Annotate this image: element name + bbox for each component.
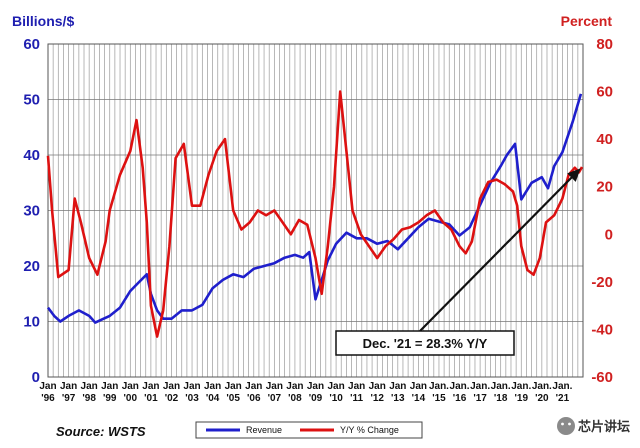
annotation-box bbox=[335, 330, 515, 356]
left-tick-label: 10 bbox=[23, 314, 40, 331]
x-tick-label-month: Jan bbox=[225, 381, 242, 392]
left-tick-label: 30 bbox=[23, 203, 40, 220]
x-tick-label-year: '00 bbox=[124, 393, 138, 404]
wechat-icon-eye bbox=[568, 422, 571, 426]
x-tick-label-year: '99 bbox=[103, 393, 117, 404]
x-tick-label-year: '04 bbox=[206, 393, 220, 404]
x-tick-label-month: Jan bbox=[81, 381, 98, 392]
x-tick-label-month: Jan. bbox=[450, 381, 470, 392]
x-axis-ticks: Jan'96Jan'97Jan'98Jan'99Jan'00Jan'01Jan'… bbox=[39, 381, 572, 404]
wechat-icon-eye bbox=[561, 422, 564, 426]
x-tick-label-year: '14 bbox=[412, 393, 426, 404]
x-tick-label-month: Jan bbox=[369, 381, 386, 392]
x-tick-label-month: Jan bbox=[183, 381, 200, 392]
right-tick-label: 80 bbox=[596, 36, 613, 53]
x-tick-label-year: '13 bbox=[391, 393, 405, 404]
x-tick-label-year: '10 bbox=[329, 393, 343, 404]
right-axis-ticks: -60 -40 -20 0 20 40 60 80 bbox=[591, 36, 613, 386]
x-tick-label-month: Jan bbox=[389, 381, 406, 392]
x-tick-label-year: '97 bbox=[62, 393, 76, 404]
right-tick-label: 20 bbox=[596, 179, 613, 196]
left-axis-title: Billions/$ bbox=[12, 13, 74, 29]
right-tick-label: 60 bbox=[596, 84, 613, 101]
annotation: Dec. '21 = 28.3% Y/Y bbox=[335, 168, 581, 356]
legend-label-revenue: Revenue bbox=[246, 425, 282, 435]
x-tick-label-year: '03 bbox=[185, 393, 199, 404]
x-tick-label-year: '11 bbox=[350, 393, 363, 404]
x-tick-label-month: Jan bbox=[60, 381, 77, 392]
x-tick-label-year: '09 bbox=[309, 393, 323, 404]
right-tick-label: -20 bbox=[591, 274, 613, 291]
x-tick-label-month: Jan bbox=[204, 381, 221, 392]
annotation-text: Dec. '21 = 28.3% Y/Y bbox=[363, 336, 488, 351]
x-tick-label-year: '96 bbox=[41, 393, 55, 404]
source-note: Source: WSTS bbox=[56, 424, 146, 439]
right-tick-label: 0 bbox=[605, 226, 613, 243]
x-tick-label-year: '05 bbox=[226, 393, 240, 404]
x-tick-label-month: Jan bbox=[307, 381, 324, 392]
x-tick-label-year: '21 bbox=[556, 393, 570, 404]
left-tick-label: 60 bbox=[23, 36, 40, 53]
x-tick-label-month: Jan bbox=[410, 381, 427, 392]
x-tick-label-month: Jan bbox=[163, 381, 180, 392]
legend-label-yoy-change: Y/Y % Change bbox=[340, 425, 399, 435]
left-tick-label: 50 bbox=[23, 92, 40, 109]
x-tick-label-year: '17 bbox=[473, 393, 487, 404]
x-tick-label-year: '12 bbox=[370, 393, 384, 404]
x-tick-label-month: Jan bbox=[142, 381, 159, 392]
x-tick-label-year: '20 bbox=[535, 393, 549, 404]
x-tick-label-year: '15 bbox=[432, 393, 446, 404]
right-tick-label: -40 bbox=[591, 321, 613, 338]
revenue-series-line bbox=[46, 93, 583, 324]
x-tick-label-month: Jan. bbox=[552, 381, 572, 392]
wechat-icon bbox=[557, 417, 575, 435]
left-axis-ticks: 0 10 20 30 40 50 60 bbox=[23, 36, 40, 386]
x-tick-label-month: Jan bbox=[286, 381, 303, 392]
x-tick-label-month: Jan bbox=[348, 381, 365, 392]
x-tick-label-month: Jan bbox=[39, 381, 56, 392]
x-tick-label-year: '08 bbox=[288, 393, 302, 404]
x-tick-label-month: Jan. bbox=[470, 381, 490, 392]
x-tick-label-month: Jan. bbox=[532, 381, 552, 392]
left-tick-label: 0 bbox=[32, 369, 40, 386]
x-tick-label-year: '18 bbox=[494, 393, 508, 404]
x-tick-label-month: Jan. bbox=[511, 381, 531, 392]
left-tick-label: 20 bbox=[23, 258, 40, 275]
x-tick-label-month: Jan bbox=[327, 381, 344, 392]
annotation-arrowhead bbox=[567, 168, 581, 182]
x-tick-label-year: '98 bbox=[82, 393, 96, 404]
x-tick-label-month: Jan bbox=[101, 381, 118, 392]
x-tick-label-month: Jan. bbox=[491, 381, 511, 392]
right-axis-title: Percent bbox=[561, 13, 613, 29]
x-tick-label-year: '06 bbox=[247, 393, 261, 404]
x-tick-label-year: '16 bbox=[453, 393, 467, 404]
x-tick-label-month: Jan. bbox=[429, 381, 449, 392]
left-tick-label: 40 bbox=[23, 147, 40, 164]
x-tick-label-year: '02 bbox=[165, 393, 179, 404]
watermark: 芯片讲坛 bbox=[557, 417, 630, 435]
right-tick-label: -60 bbox=[591, 369, 613, 386]
x-tick-label-year: '01 bbox=[144, 393, 158, 404]
plot-frame bbox=[47, 43, 584, 378]
right-tick-label: 40 bbox=[596, 131, 613, 148]
x-tick-label-month: Jan bbox=[122, 381, 139, 392]
yoy-change-series-line bbox=[46, 90, 584, 338]
x-tick-label-month: Jan bbox=[266, 381, 283, 392]
annotation-arrow bbox=[419, 174, 575, 332]
legend: Revenue Y/Y % Change bbox=[195, 421, 423, 439]
x-tick-label-year: '07 bbox=[268, 393, 282, 404]
x-tick-label-year: '19 bbox=[515, 393, 529, 404]
x-tick-label-month: Jan bbox=[245, 381, 262, 392]
watermark-text: 芯片讲坛 bbox=[578, 419, 630, 435]
